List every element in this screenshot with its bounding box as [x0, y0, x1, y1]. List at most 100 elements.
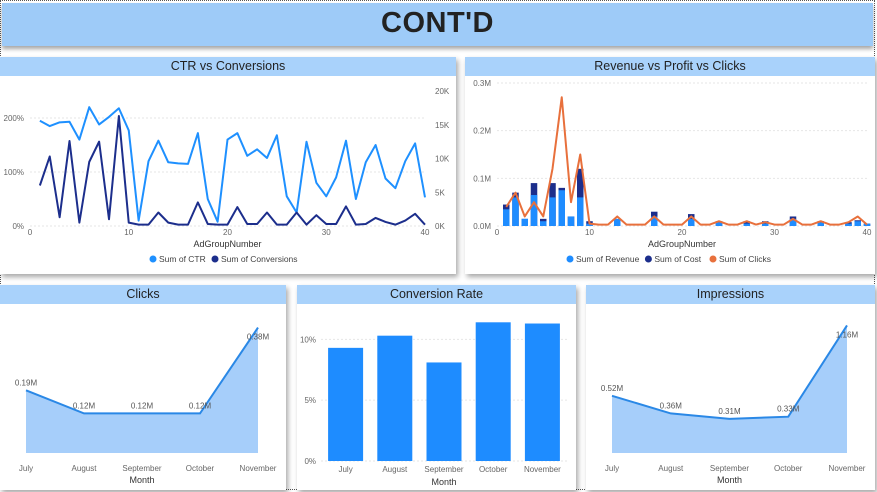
revenue-bar [512, 197, 519, 226]
y-tick-label: 10% [300, 335, 316, 344]
x-tick-label: 0 [495, 228, 500, 237]
revenue-bar [715, 222, 723, 226]
data-label: 0.33M [777, 405, 800, 414]
revenue-bar [845, 223, 852, 226]
revenue-bar [503, 209, 510, 226]
x-tick-label: 10 [585, 228, 594, 237]
x-tick-label: August [658, 464, 684, 473]
clicks-panel[interactable]: Clicks 0.19M 0.12M 0.12M 0.12M 0.38M July Augu… [0, 285, 286, 490]
revenue-bar [558, 190, 565, 226]
y-left-tick-label: 0% [12, 222, 24, 231]
ctr-vs-conversions-chart: 0% 100% 200% 0K 5K 10K 15K 20K 0 10 20 30 40 AdGroupN… [4, 87, 450, 264]
conversion-rate-bar [426, 362, 462, 461]
x-tick-label: 30 [770, 228, 779, 237]
revenue-bar [762, 223, 769, 226]
x-tick-label: July [338, 465, 352, 474]
revenue-bar [651, 216, 658, 226]
x-tick-label: September [710, 464, 749, 473]
data-label: 0.52M [601, 384, 624, 393]
revenue-bar [567, 216, 575, 226]
x-axis-label: Month [129, 475, 154, 485]
x-tick-label: September [122, 464, 161, 473]
data-label: 0.36M [660, 401, 683, 410]
x-tick-label: November [829, 464, 866, 473]
series-line-ctr [39, 106, 426, 223]
x-tick-label: July [605, 464, 619, 473]
revenue-profit-clicks-chart: 0.0M0.1M0.2M0.3M0 10 20 30 40AdGroupNumberSu… [473, 79, 872, 264]
conversion-rate-panel[interactable]: Conversion Rate 0% 5% 10% July August Septemb… [297, 285, 576, 490]
x-tick-label: 0 [28, 228, 33, 237]
data-label: 0.19M [15, 378, 38, 387]
chart-title: CTR vs Conversions [0, 57, 456, 76]
x-axis-label: Month [431, 477, 456, 487]
data-label: 0.12M [131, 401, 154, 410]
ctr-vs-conversions-panel[interactable]: CTR vs Conversions 0% 100% 200% 0K 5K 10K 15K 2… [0, 57, 456, 274]
impressions-chart: 0.52M 0.36M 0.31M 0.33M 1.16M July August Septe… [601, 324, 866, 485]
x-axis-label: AdGroupNumber [193, 239, 261, 249]
area-line [611, 324, 848, 420]
y-tick-label: 0.3M [473, 79, 491, 88]
revenue-bar [549, 197, 556, 226]
clicks-line [505, 96, 868, 226]
x-tick-label: October [186, 464, 215, 473]
area-fill [612, 325, 847, 453]
legend-marker [149, 255, 157, 263]
y-left-tick-label: 100% [4, 168, 24, 177]
x-tick-label: 20 [223, 228, 232, 237]
legend-label: Sum of Revenue [576, 254, 640, 264]
revenue-bar [817, 222, 824, 226]
legend-label: Sum of Cost [654, 254, 701, 264]
revenue-profit-clicks-panel[interactable]: Revenue vs Profit vs Clicks 0.0M 0.1M 0.2M… [465, 57, 875, 274]
y-right-tick-label: 5K [435, 188, 445, 197]
revenue-bar [530, 195, 538, 226]
revenue-bar [789, 218, 797, 226]
conversion-rate-chart: 0% 5% 10% July August September October Novembe… [300, 322, 567, 487]
x-tick-label: November [524, 465, 561, 474]
area-fill [26, 327, 258, 453]
y-tick-label: 0.0M [473, 222, 491, 231]
revenue-bar [577, 197, 584, 226]
legend-marker [709, 255, 717, 263]
y-right-tick-label: 15K [435, 121, 450, 130]
data-label: 0.38M [247, 333, 270, 342]
chart-title: Impressions [586, 285, 875, 304]
x-axis-label: Month [717, 475, 742, 485]
x-tick-label: August [72, 464, 98, 473]
legend-label: Sum of Conversions [221, 254, 298, 264]
page-banner: CONT'D [2, 3, 873, 46]
y-left-tick-label: 200% [4, 114, 24, 123]
data-label: 1.16M [836, 330, 859, 339]
legend-marker [211, 255, 219, 263]
y-right-tick-label: 10K [435, 155, 450, 164]
legend-label: Sum of Clicks [719, 254, 771, 264]
revenue-bar [854, 221, 861, 226]
y-tick-label: 0.1M [473, 174, 491, 183]
data-label: 0.12M [73, 401, 96, 410]
area-line [25, 327, 259, 415]
x-tick-label: 30 [322, 228, 331, 237]
conversion-rate-bar [328, 347, 364, 461]
y-right-tick-label: 0K [435, 222, 445, 231]
revenue-bar [521, 218, 528, 226]
x-tick-label: 40 [863, 228, 872, 237]
revenue-bar [863, 223, 871, 226]
data-label: 0.12M [189, 401, 212, 410]
x-tick-label: November [240, 464, 277, 473]
revenue-bar [586, 223, 593, 226]
x-tick-label: July [19, 464, 33, 473]
revenue-bar [614, 218, 621, 226]
data-label: 0.31M [718, 407, 741, 416]
chart-title: Clicks [0, 285, 286, 304]
revenue-bar [540, 221, 547, 226]
y-tick-label: 0% [304, 457, 316, 466]
series-line-conversions [38, 114, 426, 226]
legend-marker [566, 255, 574, 263]
legend-marker [644, 255, 652, 263]
conversion-rate-bar [377, 335, 413, 461]
x-tick-label: 10 [124, 228, 133, 237]
conversion-rate-bar [475, 322, 511, 461]
y-right-tick-label: 20K [435, 87, 450, 96]
chart-title: Conversion Rate [297, 285, 576, 304]
x-tick-label: 40 [421, 228, 430, 237]
impressions-panel[interactable]: Impressions 0.52M 0.36M 0.31M 0.33M 1.16M Jul… [586, 285, 875, 490]
